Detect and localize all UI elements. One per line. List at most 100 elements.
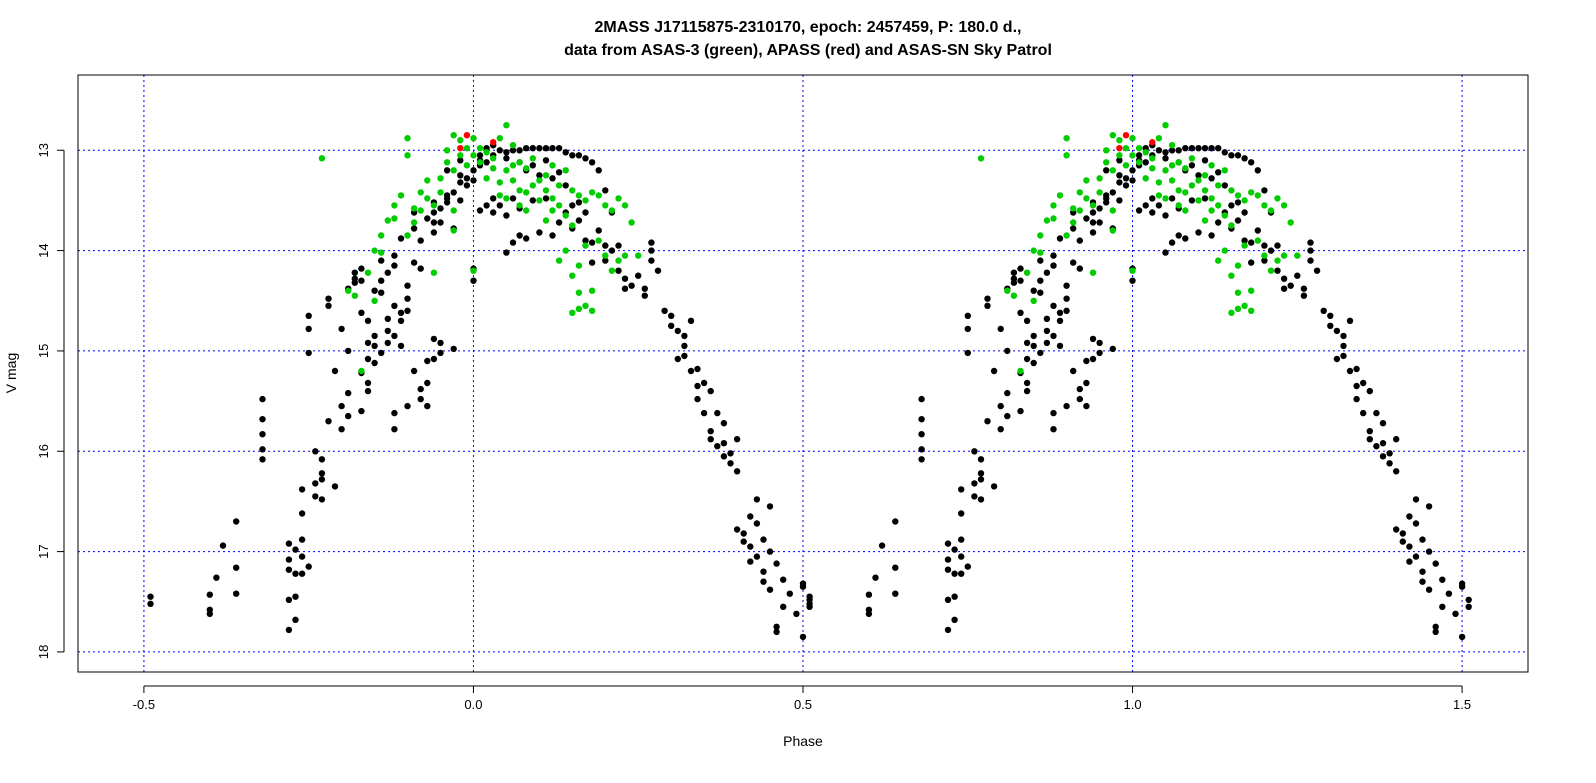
data-point-asas-sn-sky-patrol bbox=[351, 275, 358, 282]
data-point-asas-3 bbox=[516, 187, 523, 194]
data-points bbox=[147, 122, 1472, 641]
data-point-asas-3 bbox=[1070, 219, 1077, 226]
x-axis-label: Phase bbox=[783, 733, 823, 749]
data-point-asas-3 bbox=[476, 145, 484, 152]
data-point-asas-sn-sky-patrol bbox=[641, 292, 648, 299]
data-point-asas-sn-sky-patrol bbox=[1010, 269, 1018, 276]
data-point-asas-sn-sky-patrol bbox=[799, 583, 807, 590]
data-point-asas-sn-sky-patrol bbox=[470, 167, 477, 174]
data-point-asas-sn-sky-patrol bbox=[951, 593, 958, 600]
data-point-asas-sn-sky-patrol bbox=[503, 249, 510, 256]
data-point-asas-3 bbox=[1050, 202, 1057, 209]
data-point-asas-sn-sky-patrol bbox=[707, 428, 714, 435]
data-point-asas-sn-sky-patrol bbox=[1050, 262, 1057, 269]
data-point-asas-sn-sky-patrol bbox=[305, 312, 312, 319]
data-point-asas-sn-sky-patrol bbox=[1162, 212, 1169, 219]
data-point-asas-sn-sky-patrol bbox=[397, 342, 405, 350]
data-point-asas-sn-sky-patrol bbox=[674, 327, 681, 335]
data-point-asas-sn-sky-patrol bbox=[602, 187, 609, 194]
data-point-asas-sn-sky-patrol bbox=[971, 480, 978, 487]
data-point-asas-sn-sky-patrol bbox=[285, 540, 293, 547]
data-point-asas-3 bbox=[1234, 192, 1242, 199]
data-point-asas-sn-sky-patrol bbox=[977, 496, 985, 503]
data-point-asas-3 bbox=[549, 207, 556, 214]
data-point-asas-3 bbox=[602, 252, 609, 259]
chart-title-line2: data from ASAS-3 (green), APASS (red) an… bbox=[564, 42, 1052, 59]
data-point-asas-sn-sky-patrol bbox=[1063, 307, 1070, 314]
data-point-asas-sn-sky-patrol bbox=[918, 456, 925, 463]
data-point-asas-sn-sky-patrol bbox=[457, 179, 464, 186]
data-point-asas-3 bbox=[509, 162, 517, 169]
data-point-asas-sn-sky-patrol bbox=[1333, 355, 1341, 363]
data-point-asas-3 bbox=[1182, 189, 1189, 196]
data-point-asas-sn-sky-patrol bbox=[918, 431, 925, 438]
data-point-asas-sn-sky-patrol bbox=[1327, 312, 1334, 319]
data-point-asas-sn-sky-patrol bbox=[588, 239, 596, 246]
data-point-asas-sn-sky-patrol bbox=[1135, 207, 1143, 214]
data-point-asas-sn-sky-patrol bbox=[806, 603, 813, 610]
data-point-asas-3 bbox=[424, 195, 431, 202]
data-point-asas-sn-sky-patrol bbox=[997, 325, 1004, 333]
data-point-asas-sn-sky-patrol bbox=[1083, 402, 1090, 410]
data-point-asas-sn-sky-patrol bbox=[773, 560, 780, 567]
data-point-asas-sn-sky-patrol bbox=[1129, 167, 1136, 174]
data-point-asas-3 bbox=[555, 202, 563, 209]
data-point-asas-sn-sky-patrol bbox=[1439, 603, 1446, 610]
data-point-asas-sn-sky-patrol bbox=[1056, 317, 1064, 324]
y-tick-label: 17 bbox=[36, 544, 51, 558]
data-point-asas-sn-sky-patrol bbox=[371, 342, 378, 350]
data-point-asas-sn-sky-patrol bbox=[364, 379, 372, 387]
data-point-asas-sn-sky-patrol bbox=[1215, 169, 1222, 176]
data-point-asas-3 bbox=[542, 217, 550, 224]
data-point-asas-sn-sky-patrol bbox=[463, 175, 471, 182]
data-point-asas-sn-sky-patrol bbox=[378, 289, 385, 296]
data-point-asas-sn-sky-patrol bbox=[1300, 292, 1308, 299]
data-point-asas-3 bbox=[371, 297, 378, 304]
data-point-asas-sn-sky-patrol bbox=[951, 546, 958, 553]
data-point-asas-sn-sky-patrol bbox=[1017, 265, 1024, 272]
data-point-asas-3 bbox=[1103, 159, 1110, 166]
data-point-asas-sn-sky-patrol bbox=[1195, 229, 1202, 236]
data-point-asas-3 bbox=[588, 189, 596, 196]
data-point-asas-3 bbox=[1228, 222, 1235, 229]
data-point-asas-sn-sky-patrol bbox=[1063, 295, 1070, 302]
data-point-asas-3 bbox=[523, 189, 530, 196]
data-point-asas-sn-sky-patrol bbox=[562, 149, 569, 156]
data-point-asas-sn-sky-patrol bbox=[391, 252, 398, 259]
data-point-asas-sn-sky-patrol bbox=[1307, 257, 1314, 264]
data-point-asas-sn-sky-patrol bbox=[305, 325, 312, 333]
data-point-asas-sn-sky-patrol bbox=[378, 257, 385, 264]
data-point-asas-3 bbox=[1215, 202, 1222, 209]
data-point-asas-sn-sky-patrol bbox=[760, 568, 767, 575]
data-point-asas-sn-sky-patrol bbox=[1063, 402, 1070, 410]
x-tick-label: -0.5 bbox=[133, 697, 155, 712]
chart-title-line1: 2MASS J17115875-2310170, epoch: 2457459,… bbox=[595, 19, 1022, 36]
data-point-asas-sn-sky-patrol bbox=[1056, 309, 1064, 316]
data-point-asas-3 bbox=[1215, 257, 1222, 264]
data-point-asas-3 bbox=[391, 202, 398, 209]
data-point-asas-sn-sky-patrol bbox=[753, 496, 761, 503]
data-point-asas-3 bbox=[582, 242, 589, 249]
data-point-asas-sn-sky-patrol bbox=[259, 431, 266, 438]
data-point-asas-sn-sky-patrol bbox=[1379, 440, 1387, 447]
data-point-asas-sn-sky-patrol bbox=[740, 530, 747, 537]
data-point-asas-sn-sky-patrol bbox=[457, 197, 464, 204]
data-point-asas-sn-sky-patrol bbox=[1445, 590, 1453, 597]
data-point-asas-sn-sky-patrol bbox=[417, 395, 424, 403]
data-point-asas-3 bbox=[555, 257, 563, 264]
data-point-asas-sn-sky-patrol bbox=[714, 409, 721, 417]
data-point-asas-sn-sky-patrol bbox=[483, 202, 490, 209]
data-point-asas-sn-sky-patrol bbox=[733, 436, 741, 443]
data-point-asas-3 bbox=[450, 227, 457, 234]
data-point-asas-sn-sky-patrol bbox=[496, 202, 503, 209]
data-point-asas-sn-sky-patrol bbox=[1353, 365, 1360, 373]
data-point-asas-sn-sky-patrol bbox=[1425, 503, 1433, 510]
data-point-asas-sn-sky-patrol bbox=[1149, 209, 1156, 216]
data-point-asas-sn-sky-patrol bbox=[1452, 610, 1459, 617]
data-point-asas-sn-sky-patrol bbox=[523, 145, 530, 152]
data-point-asas-3 bbox=[1221, 247, 1229, 254]
data-point-asas-3 bbox=[1188, 182, 1196, 189]
data-point-asas-3 bbox=[490, 165, 497, 172]
data-point-asas-sn-sky-patrol bbox=[555, 169, 563, 176]
data-point-asas-sn-sky-patrol bbox=[536, 172, 543, 179]
